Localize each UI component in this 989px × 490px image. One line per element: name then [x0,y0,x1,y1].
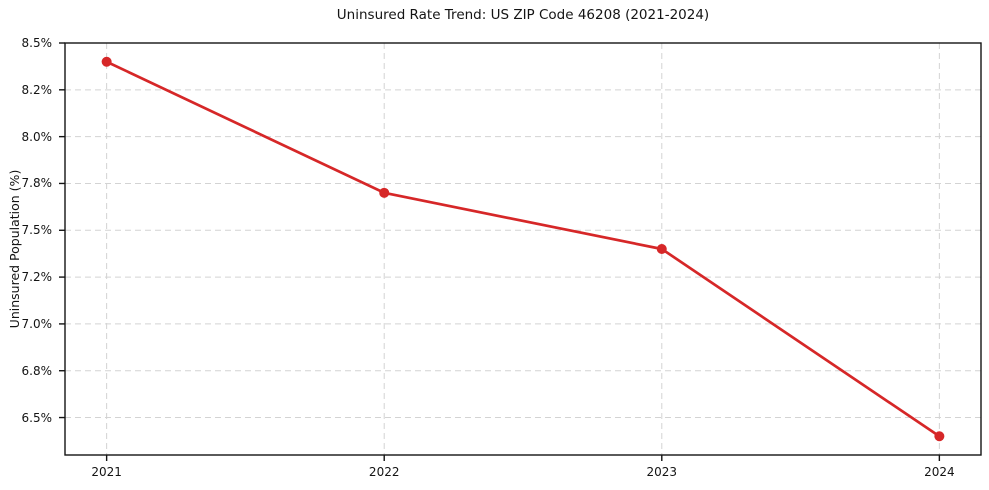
data-point [934,431,945,442]
chart-title: Uninsured Rate Trend: US ZIP Code 46208 … [336,7,710,23]
y-tick-label: 8.2% [21,82,53,97]
x-tick-label: 2022 [368,465,400,479]
y-tick-label: 6.5% [21,410,53,425]
data-point [379,187,390,198]
y-tick-label: 7.8% [21,176,53,191]
y-tick-label: 7.5% [21,223,53,238]
x-tick-label: 2024 [924,465,955,479]
x-tick-label: 2021 [91,465,122,479]
data-point [656,244,667,254]
y-tick-label: 7.0% [21,316,53,331]
y-tick-label: 7.2% [21,270,53,285]
x-tick-label: 2023 [646,465,678,479]
data-line [105,60,941,438]
axes-spines [64,42,982,456]
y-tick-label: 8.0% [21,129,53,144]
y-tick-label: 6.8% [21,363,53,378]
y-tick-label: 8.5% [21,36,53,50]
data-point [101,56,112,67]
